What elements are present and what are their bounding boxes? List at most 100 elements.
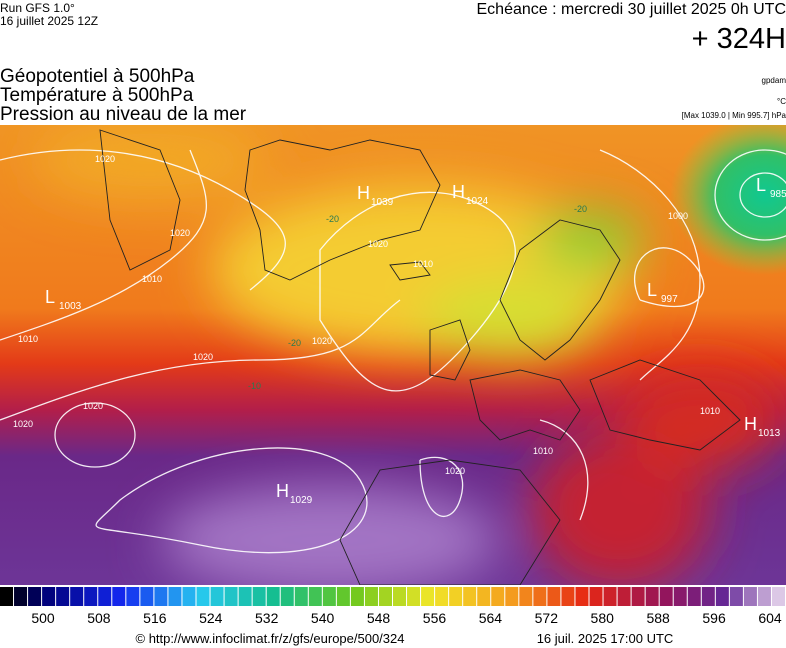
colorbar-label: 572	[535, 610, 559, 626]
colorbar-label: 540	[311, 610, 335, 626]
pressure-value: 1013	[758, 428, 781, 439]
colorbar-swatch	[757, 587, 771, 606]
isotherm-label: -10	[248, 381, 261, 391]
isobar-label: 1010	[18, 334, 38, 344]
title-line: Pression au niveau de la mer	[0, 104, 247, 125]
colorbar-swatch	[673, 587, 687, 606]
colorbar-swatch	[28, 587, 42, 606]
pressure-value: 1024	[466, 196, 489, 207]
colorbar-swatch	[575, 587, 589, 606]
pressure-value: 1039	[371, 197, 394, 208]
colorbar-swatch	[98, 587, 112, 606]
colorbar-swatch	[196, 587, 210, 606]
colorbar-swatch	[70, 587, 84, 606]
colorbar-swatch	[589, 587, 603, 606]
colorbar-swatch	[645, 587, 659, 606]
colorbar-label: 564	[479, 610, 503, 626]
run-date: 16 juillet 2025 12Z	[0, 14, 98, 28]
isobar-label: 1020	[170, 228, 190, 238]
colorbar-swatch	[84, 587, 98, 606]
pressure-letter: L	[756, 175, 766, 195]
isobar-label: 1010	[413, 259, 433, 269]
colorbar-swatch	[743, 587, 757, 606]
colorbar-swatch	[631, 587, 645, 606]
colorbar-swatch	[715, 587, 729, 606]
colorbar-swatch	[42, 587, 56, 606]
pressure-letter: H	[276, 481, 289, 501]
colorbar-label: 580	[591, 610, 615, 626]
colorbar-swatch	[533, 587, 547, 606]
isotherm-label: -20	[288, 338, 301, 348]
map-field	[0, 125, 786, 585]
isobar-label: 1020	[368, 239, 388, 249]
pressure-value: 985	[770, 189, 786, 200]
colorbar-swatch	[112, 587, 126, 606]
colorbar-label: 524	[199, 610, 223, 626]
colorbar-label: 508	[87, 610, 111, 626]
isobar-label: 1020	[193, 352, 213, 362]
colorbar-swatch	[687, 587, 701, 606]
colorbar-swatch	[378, 587, 392, 606]
colorbar-swatch	[547, 587, 561, 606]
colorbar-swatch	[350, 587, 364, 606]
colorbar-swatch	[364, 587, 378, 606]
pressure-range: [Max 1039.0 | Min 995.7] hPa	[682, 111, 786, 120]
source-url: © http://www.infoclimat.fr/z/gfs/europe/…	[136, 631, 405, 646]
colorbar-swatch	[477, 587, 491, 606]
colorbar-swatch	[210, 587, 224, 606]
colorbar-label: 516	[143, 610, 167, 626]
colorbar-swatch	[659, 587, 673, 606]
run-label: Run GFS 1.0°	[0, 1, 75, 15]
pressure-letter: L	[45, 287, 55, 307]
colorbar-label: 500	[31, 610, 55, 626]
colorbar-label: 588	[646, 610, 670, 626]
colorbar-swatch	[168, 587, 182, 606]
colorbar-swatch	[771, 587, 785, 606]
colorbar-swatch	[491, 587, 505, 606]
title-line: Géopotentiel à 500hPa	[0, 66, 195, 87]
isobar-label: 1020	[95, 154, 115, 164]
colorbar-swatch	[266, 587, 280, 606]
colorbar-swatch	[449, 587, 463, 606]
isotherm-label: -20	[574, 204, 587, 214]
colorbar-swatch	[407, 587, 421, 606]
colorbar-swatch	[252, 587, 266, 606]
timestamp: 16 juil. 2025 17:00 UTC	[537, 631, 674, 646]
colorbar-swatch	[280, 587, 294, 606]
colorbar-swatch	[561, 587, 575, 606]
isobar-label: 1020	[445, 466, 465, 476]
isobar-label: 1000	[668, 211, 688, 221]
colorbar-swatch	[435, 587, 449, 606]
colorbar-swatch	[308, 587, 322, 606]
unit-label: gpdam	[762, 76, 786, 85]
colorbar-swatch	[294, 587, 308, 606]
pressure-value: 1003	[59, 301, 82, 312]
pressure-letter: L	[647, 280, 657, 300]
colorbar-swatch	[617, 587, 631, 606]
colorbar-swatch	[421, 587, 435, 606]
colorbar-label: 596	[702, 610, 726, 626]
colorbar-swatch	[729, 587, 743, 606]
pressure-letter: H	[452, 182, 465, 202]
colorbar-swatch	[603, 587, 617, 606]
colorbar-swatch	[126, 587, 140, 606]
isobar-label: 1010	[533, 446, 553, 456]
colorbar-swatch	[463, 587, 477, 606]
colorbar-swatch	[140, 587, 154, 606]
isobar-label: 1010	[142, 274, 162, 284]
colorbar-swatch	[56, 587, 70, 606]
isotherm-label: -20	[326, 214, 339, 224]
colorbar-swatch	[182, 587, 196, 606]
colorbar-swatch	[393, 587, 407, 606]
colorbar-swatch	[0, 587, 14, 606]
colorbar-swatch	[224, 587, 238, 606]
colorbar: 500 508 516 524 532 540 548 556 564 572 580 588 596 6…	[0, 587, 785, 626]
colorbar-swatch	[322, 587, 336, 606]
colorbar-swatch	[14, 587, 28, 606]
pressure-value: 1029	[290, 495, 313, 506]
forecast-time: Echéance : mercredi 30 juillet 2025 0h U…	[477, 1, 786, 18]
colorbar-swatch	[701, 587, 715, 606]
unit-label: °C	[777, 97, 786, 106]
